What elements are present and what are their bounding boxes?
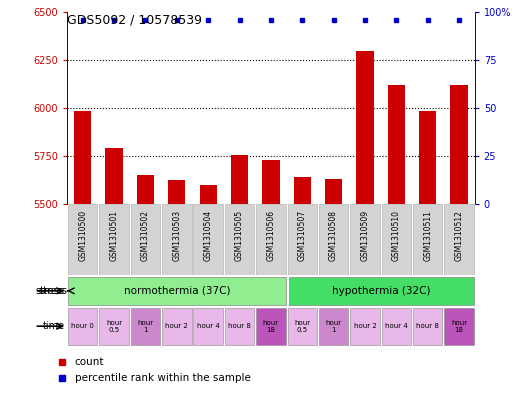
FancyBboxPatch shape (444, 204, 474, 275)
Bar (105, 147, 123, 204)
Bar (168, 180, 185, 204)
Text: GSM1310506: GSM1310506 (266, 210, 276, 261)
Text: GSM1310507: GSM1310507 (298, 210, 307, 261)
Bar (137, 175, 154, 204)
FancyBboxPatch shape (131, 204, 160, 275)
FancyBboxPatch shape (319, 308, 348, 345)
Text: hour
18: hour 18 (263, 320, 279, 333)
Text: hour 8: hour 8 (228, 323, 251, 329)
Text: time: time (42, 321, 64, 331)
FancyBboxPatch shape (256, 308, 286, 345)
FancyBboxPatch shape (194, 204, 223, 275)
FancyBboxPatch shape (100, 308, 129, 345)
FancyBboxPatch shape (382, 204, 411, 275)
Bar (325, 179, 342, 204)
FancyBboxPatch shape (68, 204, 98, 275)
FancyBboxPatch shape (350, 204, 380, 275)
Text: hour
1: hour 1 (326, 320, 342, 333)
Text: GSM1310502: GSM1310502 (141, 210, 150, 261)
Text: hypothermia (32C): hypothermia (32C) (332, 286, 431, 296)
Text: percentile rank within the sample: percentile rank within the sample (75, 373, 251, 383)
Text: stress: stress (38, 286, 67, 296)
FancyBboxPatch shape (413, 204, 442, 275)
FancyBboxPatch shape (131, 308, 160, 345)
FancyBboxPatch shape (162, 204, 191, 275)
FancyBboxPatch shape (413, 308, 442, 345)
FancyBboxPatch shape (68, 277, 286, 305)
Text: hour 4: hour 4 (197, 323, 220, 329)
Bar (388, 85, 405, 204)
Bar (357, 51, 374, 204)
Bar (450, 85, 467, 204)
FancyBboxPatch shape (256, 204, 286, 275)
Text: GSM1310510: GSM1310510 (392, 210, 401, 261)
FancyBboxPatch shape (350, 308, 380, 345)
Text: hour 2: hour 2 (353, 323, 376, 329)
Text: GDS5092 / 10578539: GDS5092 / 10578539 (67, 14, 202, 27)
Text: GSM1310503: GSM1310503 (172, 210, 181, 261)
FancyBboxPatch shape (162, 308, 191, 345)
Bar (294, 177, 311, 204)
Text: count: count (75, 357, 104, 367)
Text: hour 2: hour 2 (166, 323, 188, 329)
Text: GSM1310509: GSM1310509 (361, 210, 369, 261)
Text: GSM1310500: GSM1310500 (78, 210, 87, 261)
Text: hour
0.5: hour 0.5 (294, 320, 310, 333)
FancyBboxPatch shape (225, 308, 254, 345)
Text: hour
0.5: hour 0.5 (106, 320, 122, 333)
Text: GSM1310512: GSM1310512 (455, 210, 463, 261)
Text: hour 8: hour 8 (416, 323, 439, 329)
Text: GSM1310508: GSM1310508 (329, 210, 338, 261)
Bar (200, 185, 217, 204)
FancyBboxPatch shape (289, 277, 474, 305)
Bar (231, 155, 248, 204)
Text: normothermia (37C): normothermia (37C) (123, 286, 230, 296)
FancyBboxPatch shape (382, 308, 411, 345)
Text: hour 4: hour 4 (385, 323, 408, 329)
Bar (74, 111, 91, 204)
Text: stress: stress (36, 286, 64, 296)
FancyBboxPatch shape (444, 308, 474, 345)
Bar (262, 160, 280, 204)
FancyBboxPatch shape (68, 308, 98, 345)
FancyBboxPatch shape (100, 204, 129, 275)
Text: GSM1310501: GSM1310501 (109, 210, 119, 261)
Text: hour
18: hour 18 (451, 320, 467, 333)
FancyBboxPatch shape (287, 204, 317, 275)
FancyBboxPatch shape (194, 308, 223, 345)
Bar (419, 111, 437, 204)
Text: GSM1310505: GSM1310505 (235, 210, 244, 261)
Text: hour
1: hour 1 (137, 320, 154, 333)
Text: GSM1310504: GSM1310504 (204, 210, 213, 261)
Text: hour 0: hour 0 (71, 323, 94, 329)
FancyBboxPatch shape (287, 308, 317, 345)
FancyBboxPatch shape (225, 204, 254, 275)
Text: GSM1310511: GSM1310511 (423, 210, 432, 261)
FancyBboxPatch shape (319, 204, 348, 275)
